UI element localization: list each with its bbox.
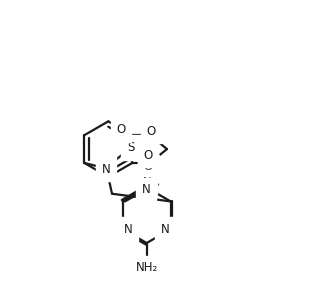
Text: O: O [144, 160, 153, 173]
Text: N: N [101, 163, 110, 176]
Text: O: O [117, 123, 126, 136]
Text: N: N [124, 223, 132, 236]
Text: S: S [127, 141, 134, 154]
Text: O: O [146, 125, 156, 138]
Text: NH₂: NH₂ [135, 261, 158, 274]
Text: N: N [142, 183, 150, 196]
Text: O: O [144, 149, 153, 162]
Text: N: N [161, 223, 170, 236]
Text: N: N [143, 176, 152, 189]
